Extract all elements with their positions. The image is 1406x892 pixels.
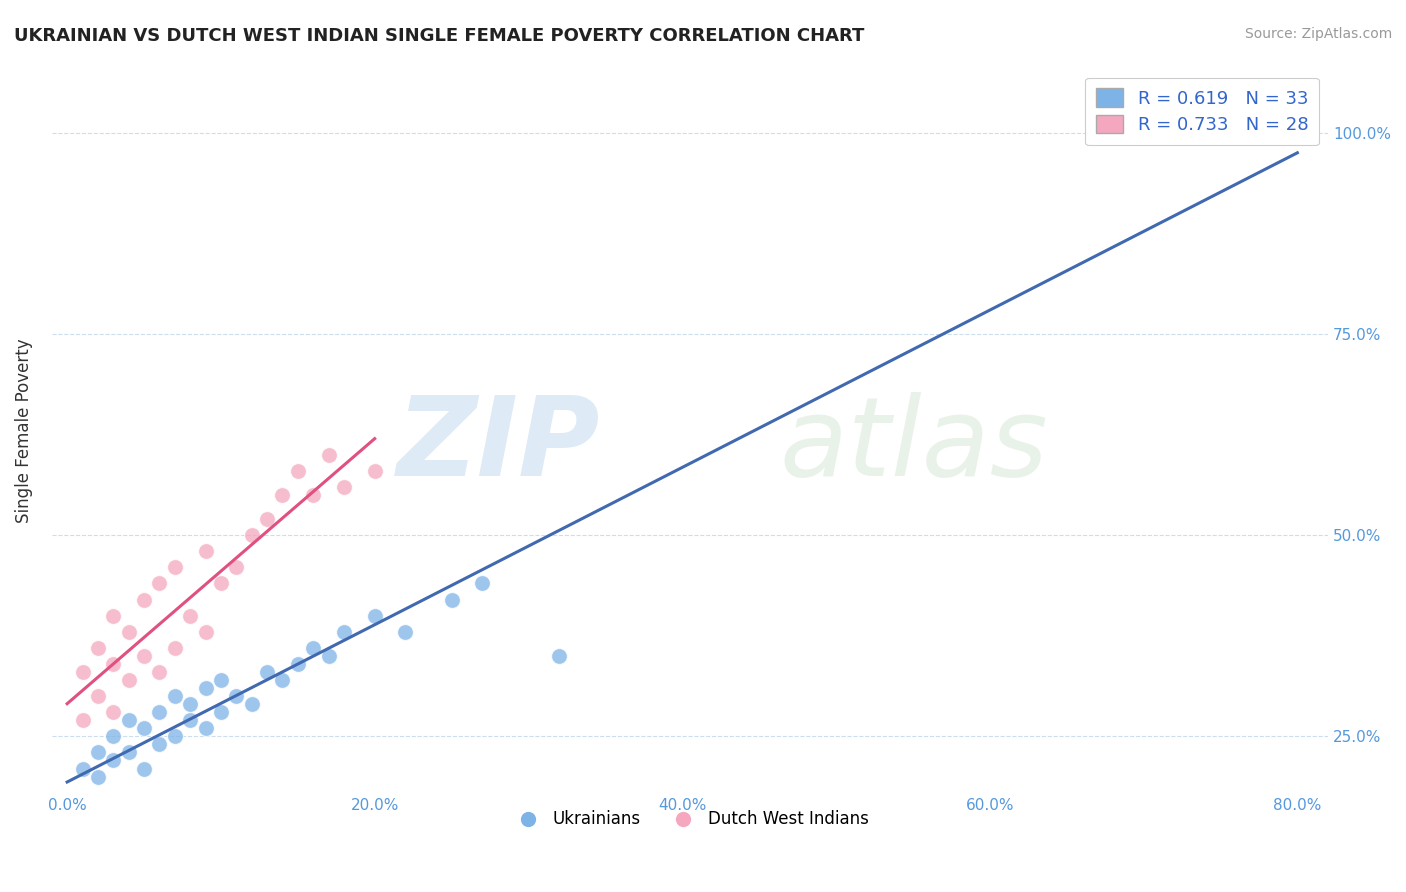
Point xyxy=(179,608,201,623)
Point xyxy=(148,665,170,679)
Point xyxy=(287,464,309,478)
Point xyxy=(194,544,217,558)
Point xyxy=(132,721,155,735)
Point xyxy=(194,624,217,639)
Point xyxy=(209,576,232,591)
Point xyxy=(163,689,186,703)
Point xyxy=(194,681,217,695)
Point xyxy=(163,640,186,655)
Point xyxy=(103,608,125,623)
Y-axis label: Single Female Poverty: Single Female Poverty xyxy=(15,338,32,523)
Point xyxy=(132,592,155,607)
Point xyxy=(194,721,217,735)
Point xyxy=(87,746,110,760)
Point xyxy=(271,673,294,687)
Point xyxy=(318,648,340,663)
Point xyxy=(363,464,385,478)
Point xyxy=(225,689,247,703)
Point xyxy=(103,705,125,719)
Point xyxy=(103,657,125,671)
Point xyxy=(132,648,155,663)
Point xyxy=(148,576,170,591)
Point xyxy=(548,648,571,663)
Point xyxy=(318,448,340,462)
Point xyxy=(394,624,416,639)
Legend: Ukrainians, Dutch West Indians: Ukrainians, Dutch West Indians xyxy=(505,804,876,835)
Point xyxy=(333,480,356,494)
Point xyxy=(471,576,494,591)
Point xyxy=(302,640,325,655)
Point xyxy=(179,713,201,727)
Point xyxy=(209,705,232,719)
Point xyxy=(209,673,232,687)
Point xyxy=(132,762,155,776)
Point xyxy=(117,746,139,760)
Point xyxy=(148,738,170,752)
Point xyxy=(87,689,110,703)
Text: UKRAINIAN VS DUTCH WEST INDIAN SINGLE FEMALE POVERTY CORRELATION CHART: UKRAINIAN VS DUTCH WEST INDIAN SINGLE FE… xyxy=(14,27,865,45)
Point xyxy=(163,560,186,574)
Point xyxy=(1209,126,1232,140)
Point xyxy=(117,713,139,727)
Point xyxy=(271,488,294,502)
Point xyxy=(333,624,356,639)
Point xyxy=(179,697,201,711)
Point xyxy=(103,729,125,743)
Point xyxy=(256,512,278,526)
Point xyxy=(440,592,463,607)
Point xyxy=(148,705,170,719)
Point xyxy=(72,665,94,679)
Point xyxy=(72,713,94,727)
Point xyxy=(117,624,139,639)
Point xyxy=(363,608,385,623)
Point xyxy=(87,640,110,655)
Text: ZIP: ZIP xyxy=(396,392,600,499)
Point xyxy=(240,697,263,711)
Text: Source: ZipAtlas.com: Source: ZipAtlas.com xyxy=(1244,27,1392,41)
Point xyxy=(225,560,247,574)
Point xyxy=(256,665,278,679)
Point xyxy=(117,673,139,687)
Point xyxy=(87,770,110,784)
Point xyxy=(103,754,125,768)
Point xyxy=(240,528,263,542)
Text: atlas: atlas xyxy=(779,392,1047,499)
Point xyxy=(72,762,94,776)
Point xyxy=(163,729,186,743)
Point xyxy=(287,657,309,671)
Point xyxy=(302,488,325,502)
